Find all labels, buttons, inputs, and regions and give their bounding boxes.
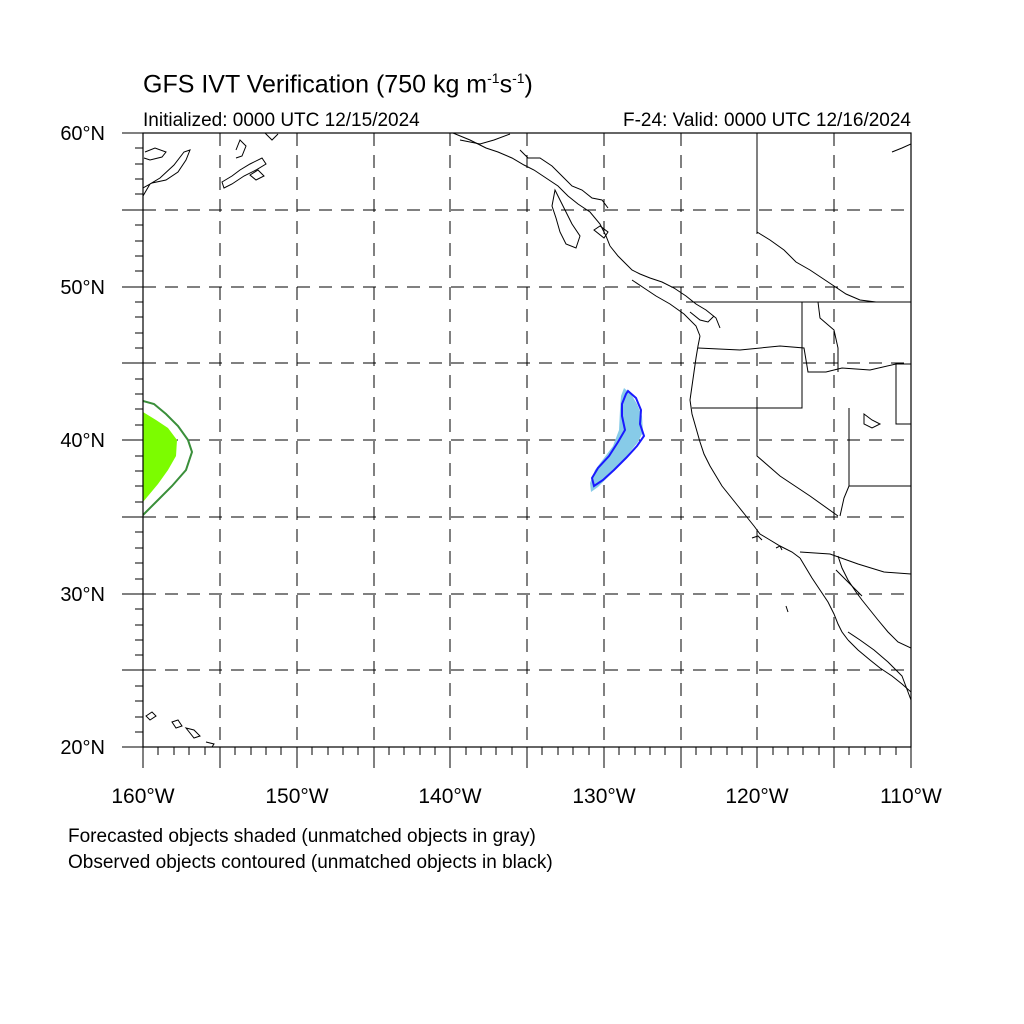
lat-label-50n: 50°N [60, 277, 105, 299]
lat-label-60n: 60°N [60, 123, 105, 145]
lon-label-160w: 160°W [111, 785, 175, 808]
lon-ticks [142, 747, 912, 768]
lon-label-120w: 120°W [725, 785, 789, 808]
observed-contour-west [143, 400, 194, 516]
lat-minor-ticks [122, 132, 143, 748]
forecast-note: Forecasted objects shaded (unmatched obj… [68, 826, 536, 847]
forecast-object-west [143, 412, 177, 502]
forecast-object-east [590, 388, 643, 492]
lon-label-150w: 150°W [265, 785, 329, 808]
chart-title: GFS IVT Verification (750 kg m-1s-1) [143, 70, 533, 99]
observed-contour-east [590, 389, 646, 488]
lon-label-130w: 130°W [572, 785, 636, 808]
lat-label-30n: 30°N [60, 584, 105, 606]
initialized-label: Initialized: 0000 UTC 12/15/2024 [143, 110, 420, 131]
borders [686, 133, 911, 597]
lon-label-140w: 140°W [418, 785, 482, 808]
observed-note: Observed objects contoured (unmatched ob… [68, 852, 553, 873]
grid-lines [143, 133, 911, 747]
lat-label-40n: 40°N [60, 430, 105, 452]
lat-label-20n: 20°N [60, 737, 105, 759]
map-frame [142, 132, 912, 748]
valid-time-label: F-24: Valid: 0000 UTC 12/16/2024 [623, 110, 911, 131]
coastlines [143, 133, 911, 747]
lon-label-110w: 110°W [880, 785, 942, 808]
